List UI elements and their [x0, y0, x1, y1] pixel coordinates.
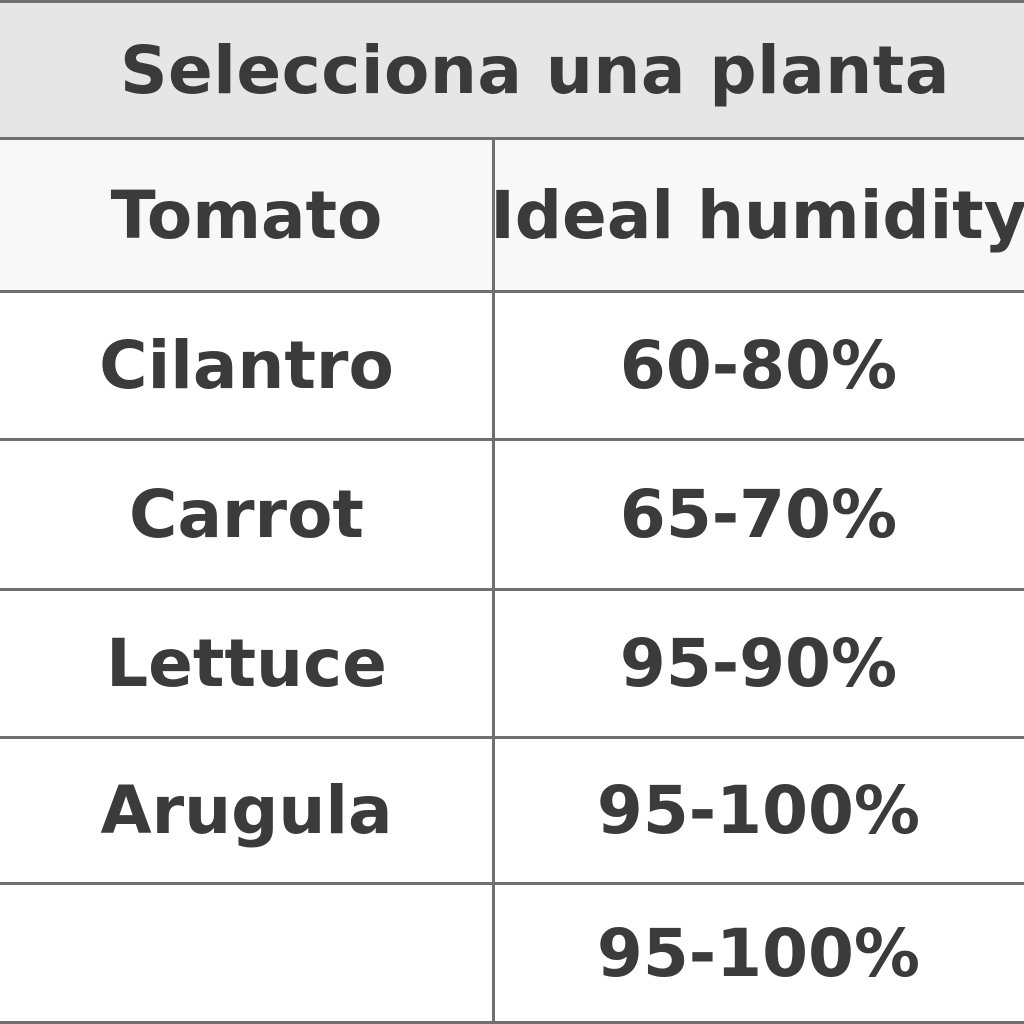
- humidity-cell: 65-70%: [619, 476, 898, 553]
- plant-humidity-table: Tomato Ideal humidity Cilantro 60-80% Ca…: [0, 140, 1024, 1024]
- table-row[interactable]: Lettuce 95-90%: [0, 591, 1024, 739]
- table-header-row: Tomato Ideal humidity: [0, 140, 1024, 293]
- table-row[interactable]: Arugula 95-100%: [0, 739, 1024, 885]
- header-plant-cell[interactable]: Tomato: [110, 176, 383, 254]
- header-ideal-humidity-cell: Ideal humidity: [490, 176, 1024, 254]
- plant-name-cell[interactable]: Lettuce: [106, 625, 387, 702]
- table-row[interactable]: Carrot 65-70%: [0, 441, 1024, 591]
- humidity-cell: 60-80%: [619, 327, 898, 404]
- table-row[interactable]: Cilantro 60-80%: [0, 293, 1024, 441]
- title-bar: Selecciona una planta: [0, 0, 1024, 140]
- page-title: Selecciona una planta: [120, 31, 950, 109]
- table-row[interactable]: 95-100%: [0, 885, 1024, 1024]
- plant-name-cell[interactable]: Arugula: [100, 772, 393, 849]
- column-divider: [492, 140, 495, 1024]
- plant-name-cell[interactable]: [0, 885, 493, 1021]
- humidity-cell: 95-90%: [619, 625, 898, 702]
- plant-name-cell[interactable]: Carrot: [129, 476, 364, 553]
- humidity-cell: 95-100%: [596, 772, 921, 849]
- humidity-cell: 95-100%: [596, 914, 921, 992]
- plant-name-cell[interactable]: Cilantro: [99, 327, 394, 404]
